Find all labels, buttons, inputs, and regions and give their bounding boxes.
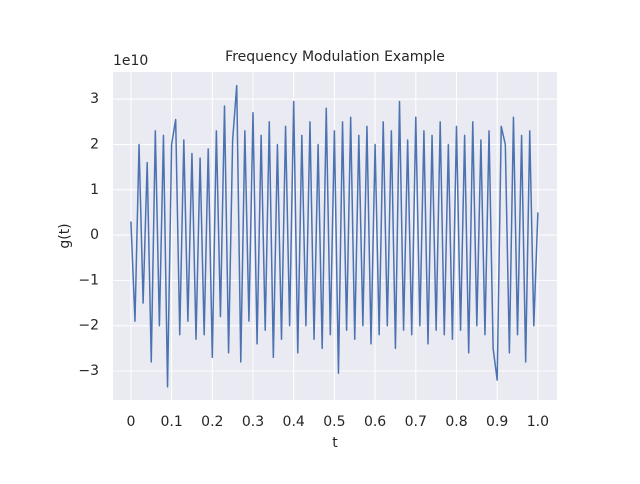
x-tick-label: 0.3 bbox=[242, 414, 264, 430]
x-tick-label: 0.6 bbox=[364, 414, 386, 430]
x-axis-label: t bbox=[332, 435, 338, 451]
x-tick-label: 0.5 bbox=[323, 414, 345, 430]
x-tick-label: 0.8 bbox=[445, 414, 467, 430]
x-tick-label: 0.1 bbox=[160, 414, 182, 430]
y-tick-label: −1 bbox=[78, 272, 99, 288]
x-tick-label: 0 bbox=[126, 414, 135, 430]
x-tick-label: 0.2 bbox=[201, 414, 223, 430]
line-series bbox=[130, 84, 539, 388]
y-tick-label: 1 bbox=[90, 182, 99, 198]
x-tick-label: 0.4 bbox=[283, 414, 305, 430]
y-axis-label: g(t) bbox=[57, 223, 73, 248]
x-tick-label: 0.9 bbox=[486, 414, 508, 430]
y-tick-label: −2 bbox=[78, 318, 99, 334]
y-tick-label: 3 bbox=[90, 91, 99, 107]
y-tick-label: −3 bbox=[78, 363, 99, 379]
y-offset-label: 1e10 bbox=[113, 53, 148, 69]
x-tick-label: 0.7 bbox=[405, 414, 427, 430]
y-tick-label: 2 bbox=[90, 136, 99, 152]
y-tick-label: 0 bbox=[90, 227, 99, 243]
chart-title: Frequency Modulation Example bbox=[225, 49, 445, 65]
x-tick-label: 1.0 bbox=[527, 414, 549, 430]
